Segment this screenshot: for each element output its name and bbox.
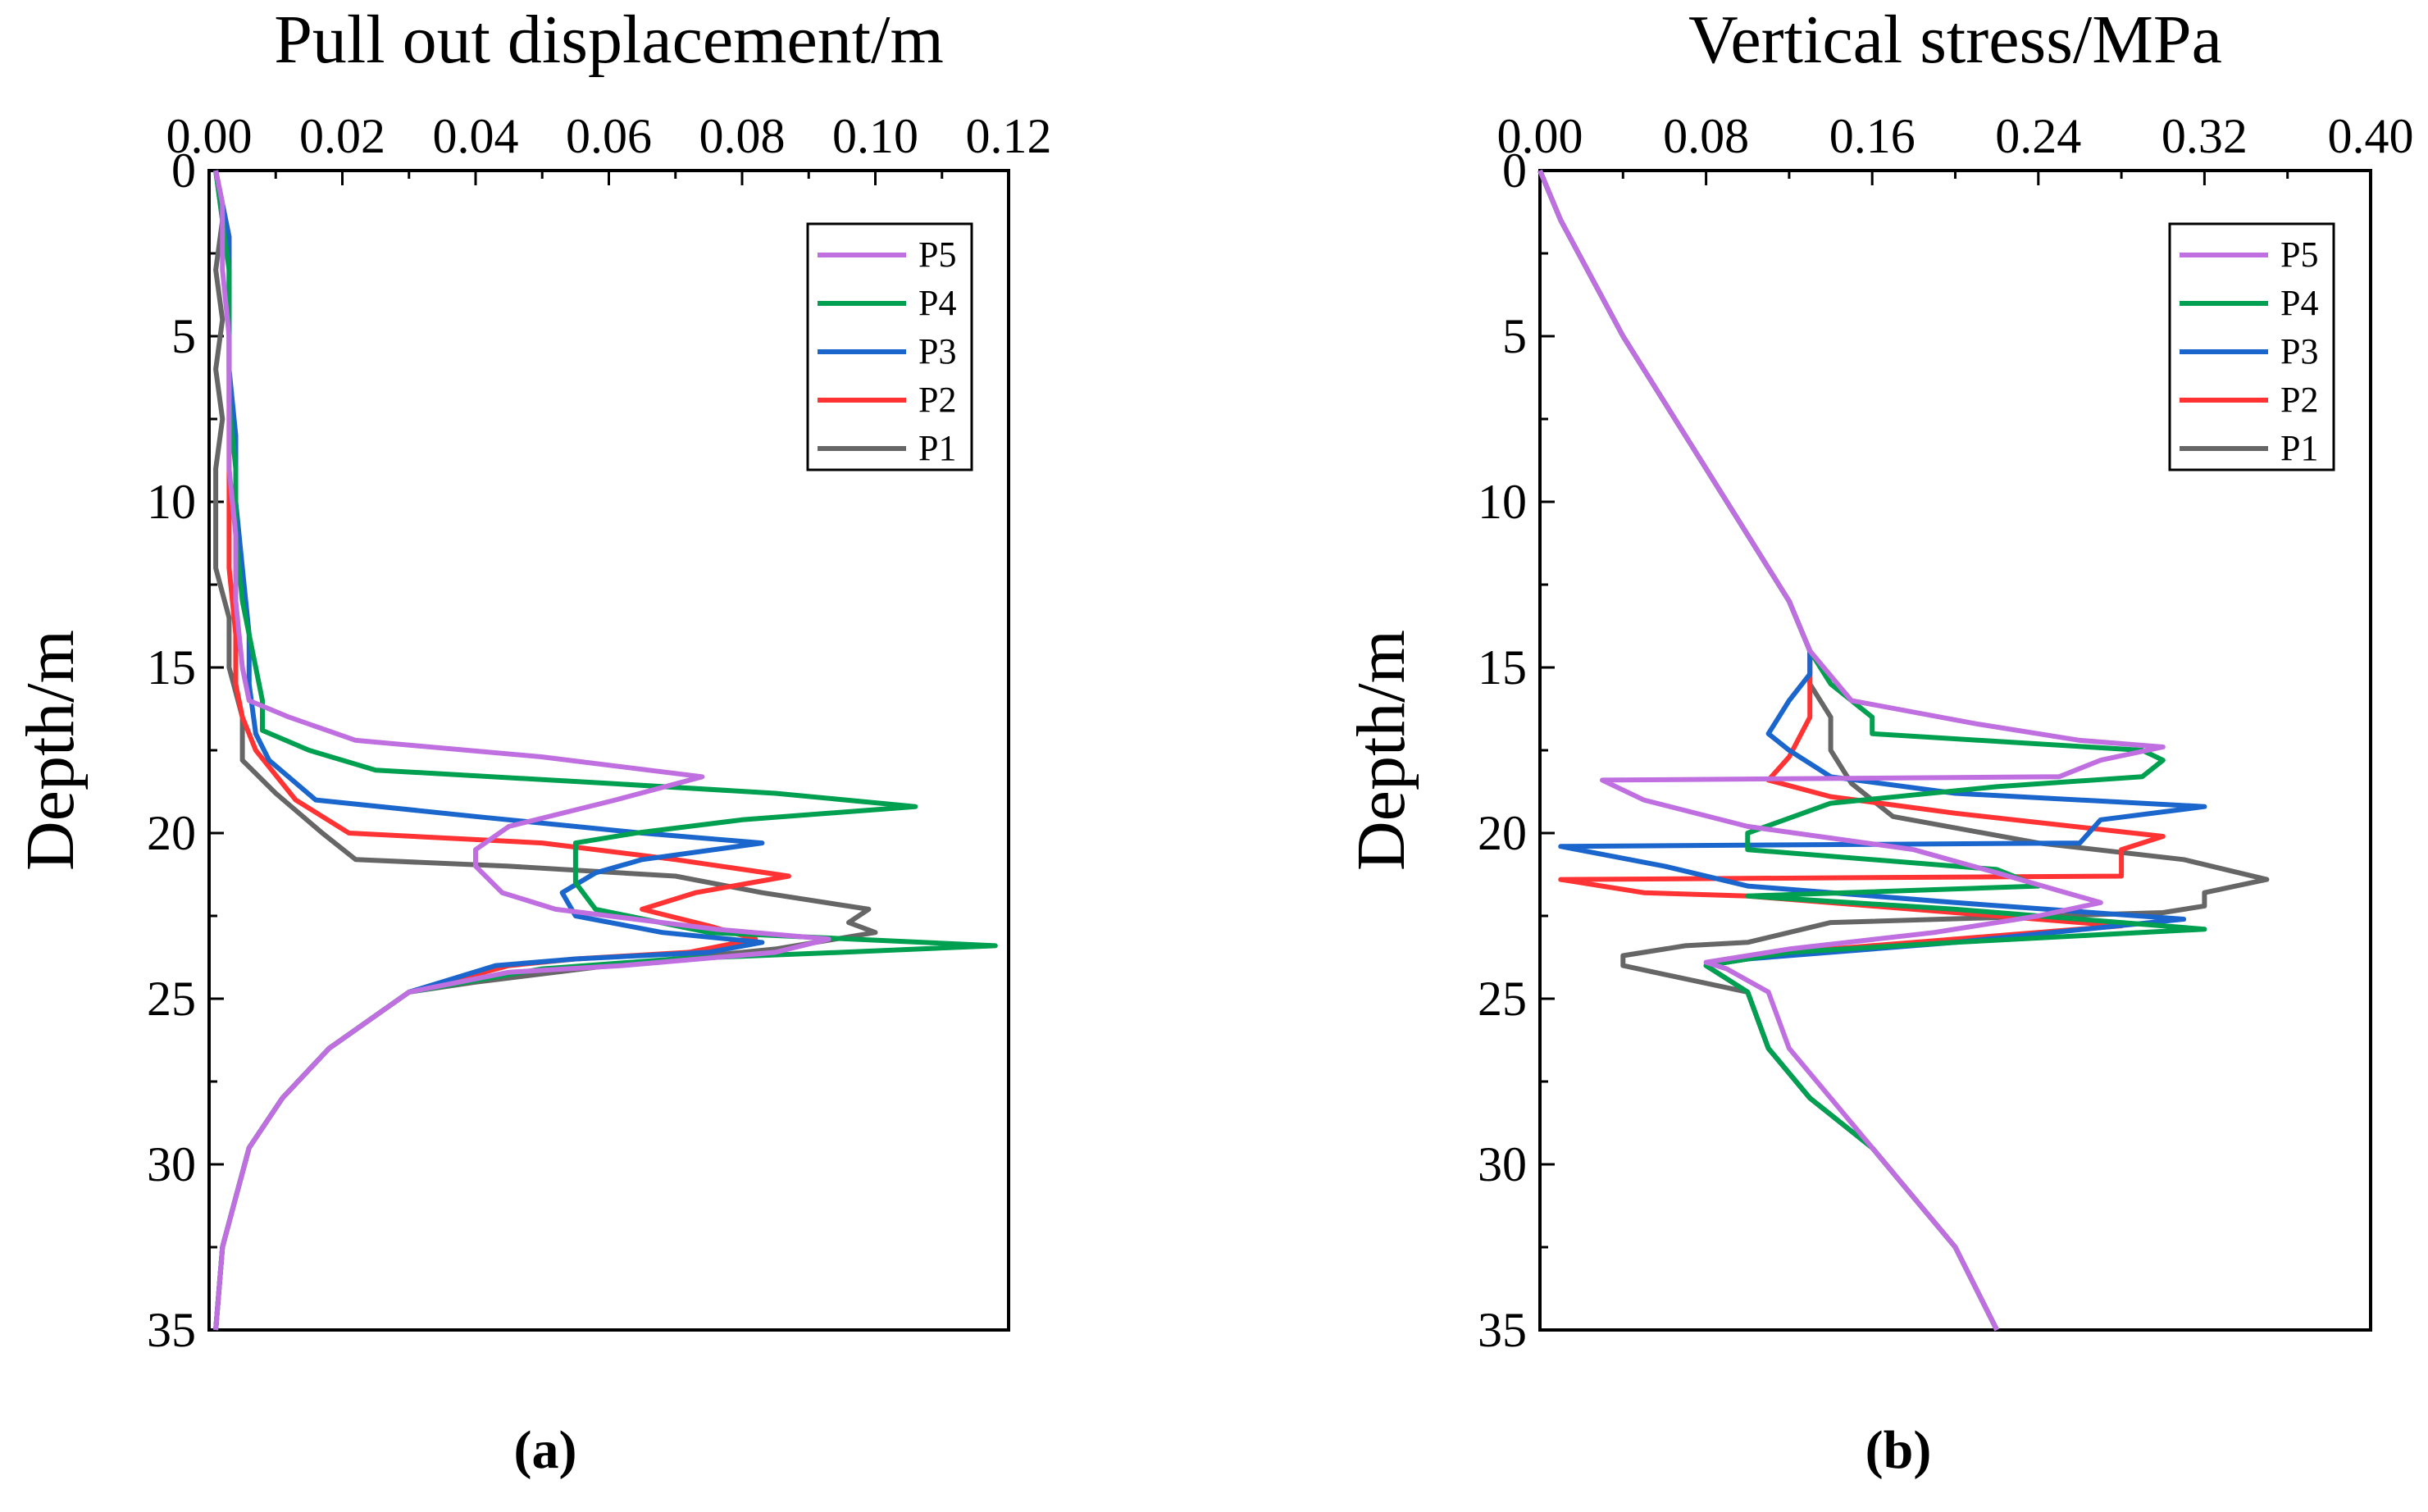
x-axis-title: Vertical stress/MPa — [1688, 2, 2222, 78]
panel-a-pull-out-displacement-chart: Pull out displacement/m Depth/m 0.00 0.02 0.… — [12, 2, 1052, 1357]
y-tick-label: 10 — [147, 475, 196, 529]
y-tick-label: 20 — [1478, 806, 1527, 860]
y-tick-label: 10 — [1478, 475, 1527, 529]
x-tick-label: 0.32 — [2162, 109, 2248, 163]
x-tick-label: 0.00 — [1497, 109, 1583, 163]
x-tick-label: 0.04 — [433, 109, 519, 163]
x-tick-label: 0.06 — [566, 109, 652, 163]
y-tick-label: 20 — [147, 806, 196, 860]
y-axis-label: Depth/m — [1343, 630, 1419, 871]
legend-label: P3 — [2280, 331, 2318, 371]
legend-label: P2 — [2280, 380, 2318, 420]
series-line-p2 — [213, 170, 791, 1331]
series-line-p5 — [1537, 169, 2166, 1332]
y-tick-label: 35 — [147, 1303, 196, 1357]
x-tick-label: 0.40 — [2328, 109, 2414, 163]
legend-box — [2168, 222, 2335, 471]
y-tick-label: 5 — [171, 309, 196, 363]
series-line-p2 — [1537, 169, 2166, 1332]
x-tick-label: 0.12 — [966, 109, 1052, 163]
legend-label: P1 — [2280, 428, 2318, 468]
y-tick-label: 30 — [1478, 1137, 1527, 1191]
y-tick-label: 0 — [171, 143, 196, 198]
y-tick-label: 15 — [1478, 640, 1527, 695]
panel-b-vertical-stress-chart: Vertical stress/MPa Depth/m 0.00 0.08 0.16 0.… — [1343, 2, 2414, 1357]
x-tick-label: 0.02 — [299, 109, 385, 163]
series-line-p5 — [213, 170, 831, 1331]
x-tick-label: 0.24 — [1995, 109, 2081, 163]
x-tick-label: 0.16 — [1829, 109, 1916, 163]
legend-label: P3 — [918, 331, 956, 371]
x-tick-label: 0.00 — [166, 109, 253, 163]
y-tick-label: 15 — [147, 640, 196, 695]
legend-label: P5 — [918, 235, 956, 275]
series-line-p4 — [1537, 169, 2207, 1332]
y-tick-label: 35 — [1478, 1303, 1527, 1357]
legend-label: P4 — [918, 283, 956, 323]
x-axis-title: Pull out displacement/m — [274, 2, 944, 78]
legend-label: P4 — [2280, 283, 2318, 323]
panel-a-caption: (a) — [514, 1420, 577, 1480]
y-tick-label: 25 — [147, 972, 196, 1026]
y-tick-label: 5 — [1502, 309, 1527, 363]
x-tick-label: 0.10 — [832, 109, 918, 163]
y-tick-label: 0 — [1502, 143, 1527, 198]
legend-box — [806, 222, 973, 471]
y-tick-label: 25 — [1478, 972, 1527, 1026]
y-axis-label: Depth/m — [12, 630, 89, 871]
y-tick-label: 30 — [147, 1137, 196, 1191]
legend-label: P5 — [2280, 235, 2318, 275]
panel-b-caption: (b) — [1865, 1420, 1932, 1480]
x-tick-label: 0.08 — [1663, 109, 1749, 163]
x-tick-label: 0.08 — [699, 109, 786, 163]
legend-label: P2 — [918, 380, 956, 420]
legend-label: P1 — [918, 428, 956, 468]
